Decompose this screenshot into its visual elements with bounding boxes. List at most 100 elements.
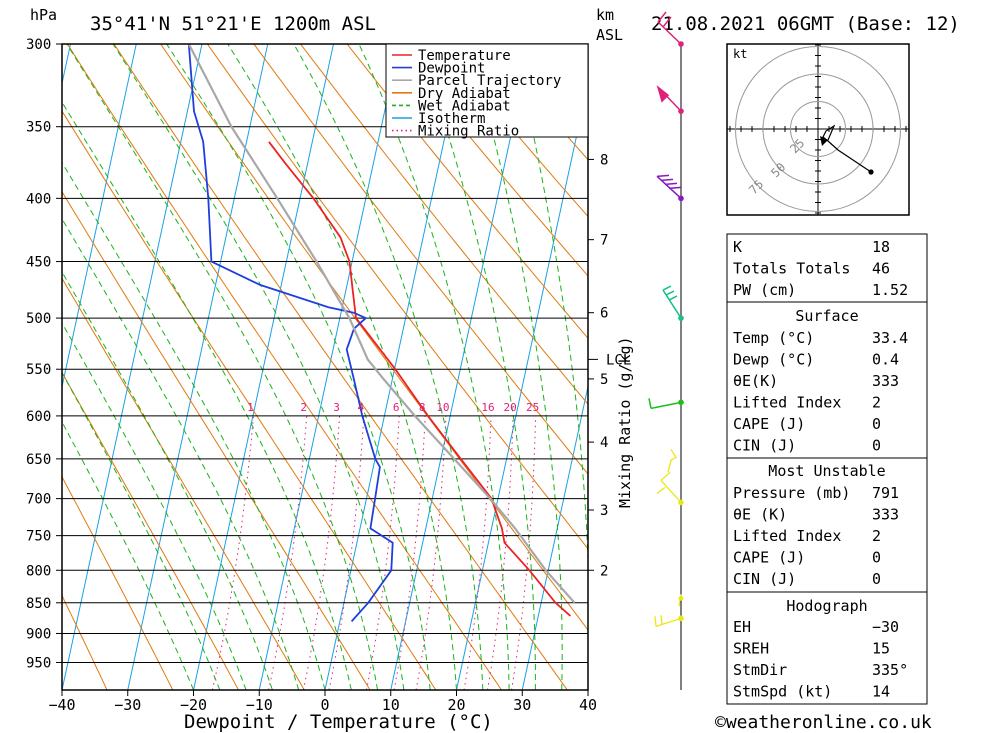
table-row-value: 2 [872,394,881,412]
table-row-value: 791 [872,484,899,502]
height-tick-label: 7 [600,233,608,249]
mixing-ratio-label: 8 [419,401,426,414]
table-row-value: 1.52 [872,281,908,299]
table-row-value: 335° [872,661,908,679]
x-tick-label: 30 [513,696,531,714]
legend-label: Temperature [418,48,511,64]
pressure-axis: 300 350 400 450 500 550 600 650 700 750 800 850 900 9… [26,37,62,671]
table-row-label: Temp (°C) [733,329,814,347]
y-tick-label: 850 [26,596,51,612]
height-tick-label: 2 [600,563,608,579]
table-row-label: PW (cm) [733,281,796,299]
height-tick-label: 8 [600,152,608,168]
mixing-ratio-value-labels: 1 2 3 4 6 8 10 16 20 25 [247,401,539,414]
dry-adiabat-line [113,44,568,690]
y-tick-label: 450 [26,255,51,271]
profile-series [187,44,576,622]
wet-adiabat-line [227,44,457,690]
legend-label: Mixing Ratio [418,124,519,140]
wet-adiabat-line [513,44,588,690]
dry-adiabat-line [439,44,588,218]
x-tick-label: −30 [114,696,141,714]
wet-adiabat-line [62,371,221,690]
legend-label: Parcel Trajectory [418,73,561,89]
table-row-label: EH [733,618,751,636]
lcl-label: LCL [606,352,631,368]
isotherm-line [324,44,466,690]
x-tick-label: 40 [579,696,597,714]
table-row-value: 2 [872,527,881,545]
hodograph-ring [762,73,874,185]
table-row-value: 15 [872,640,890,658]
wind-barb [656,449,682,503]
isotherm-lines [0,44,588,690]
wet-adiabat-line [112,44,405,690]
wind-barb [657,11,682,45]
dewpoint-line [187,44,394,622]
mixing-ratio-label: 6 [393,401,400,414]
table-row-label: θE (K) [733,506,787,524]
dry-adiabat-line [346,44,588,340]
mixing-ratio-label: 1 [247,401,254,414]
wind-barb [656,85,682,112]
mixing-ratio-label: 20 [503,401,516,414]
hodograph-unit-label: kt [733,47,747,61]
legend-label: Isotherm [418,111,485,127]
legend-label: Wet Adiabat [418,98,511,114]
x-axis-label: Dewpoint / Temperature (°C) [184,711,493,733]
dry-adiabat-line [66,44,502,690]
table-section-title: Surface [795,307,858,325]
mixing-ratio-label: 10 [436,401,449,414]
mixing-ratio-line [268,415,308,690]
dry-adiabat-line [62,190,371,690]
hodograph-ring [735,46,901,212]
wet-adiabat-line [62,421,194,690]
isotherm-line [127,44,269,690]
table-row-label: StmSpd (kt) [733,683,832,701]
plot-frame [61,43,589,691]
legend-label: Dewpoint [418,61,485,77]
temperature-line [268,141,571,617]
table-row-value: 0 [872,549,881,567]
y-tick-label: 700 [26,492,51,508]
table-row-value: 0.4 [872,351,899,369]
x-tick-label: −20 [180,696,207,714]
isotherm-line [0,44,5,690]
hodograph-ring [790,101,846,157]
wind-barb [662,285,682,319]
table-row-value: −30 [872,618,899,636]
wind-barbs [648,11,684,627]
table-row-value: 14 [872,683,890,701]
height-tick-label: 4 [600,435,608,451]
dry-adiabat-line [393,44,588,277]
isotherm-line [258,44,400,690]
x-tick-label: 20 [447,696,465,714]
table-row-label: CAPE (J) [733,549,805,567]
datetime-title: 21.08.2021 06GMT (Base: 12) [651,13,960,35]
y-tick-label: 950 [26,655,51,671]
y-tick-label: 600 [26,409,51,425]
table-row-value: 333 [872,506,899,524]
isobar-lines [62,44,588,663]
x-tick-label: 10 [382,696,400,714]
legend-box [385,43,589,138]
table-row-label: Lifted Index [733,527,841,545]
y-tick-label: 400 [26,191,51,207]
wet-adiabat-line [62,101,352,690]
dry-adiabat-line [253,44,588,475]
indices-table: K 18 Totals Totals 46 PW (cm) 1.52 Surface Temp… [726,233,928,705]
table-row-label: Pressure (mb) [733,484,850,502]
mixing-ratio-axis-label: Mixing Ratio (g/kg) [616,336,634,508]
wet-adiabat-line [66,44,379,690]
table-row-label: CIN (J) [733,437,796,455]
table-row-label: Dewp (°C) [733,351,814,369]
height-tick-label: 6 [600,306,608,322]
mixing-ratio-line [366,415,400,690]
y-tick-label: 900 [26,626,51,642]
pressure-unit-label: hPa [30,6,57,24]
wet-adiabat-line [358,44,510,690]
dry-adiabat-line [907,44,1000,690]
parcel-trajectory-line [187,44,576,604]
